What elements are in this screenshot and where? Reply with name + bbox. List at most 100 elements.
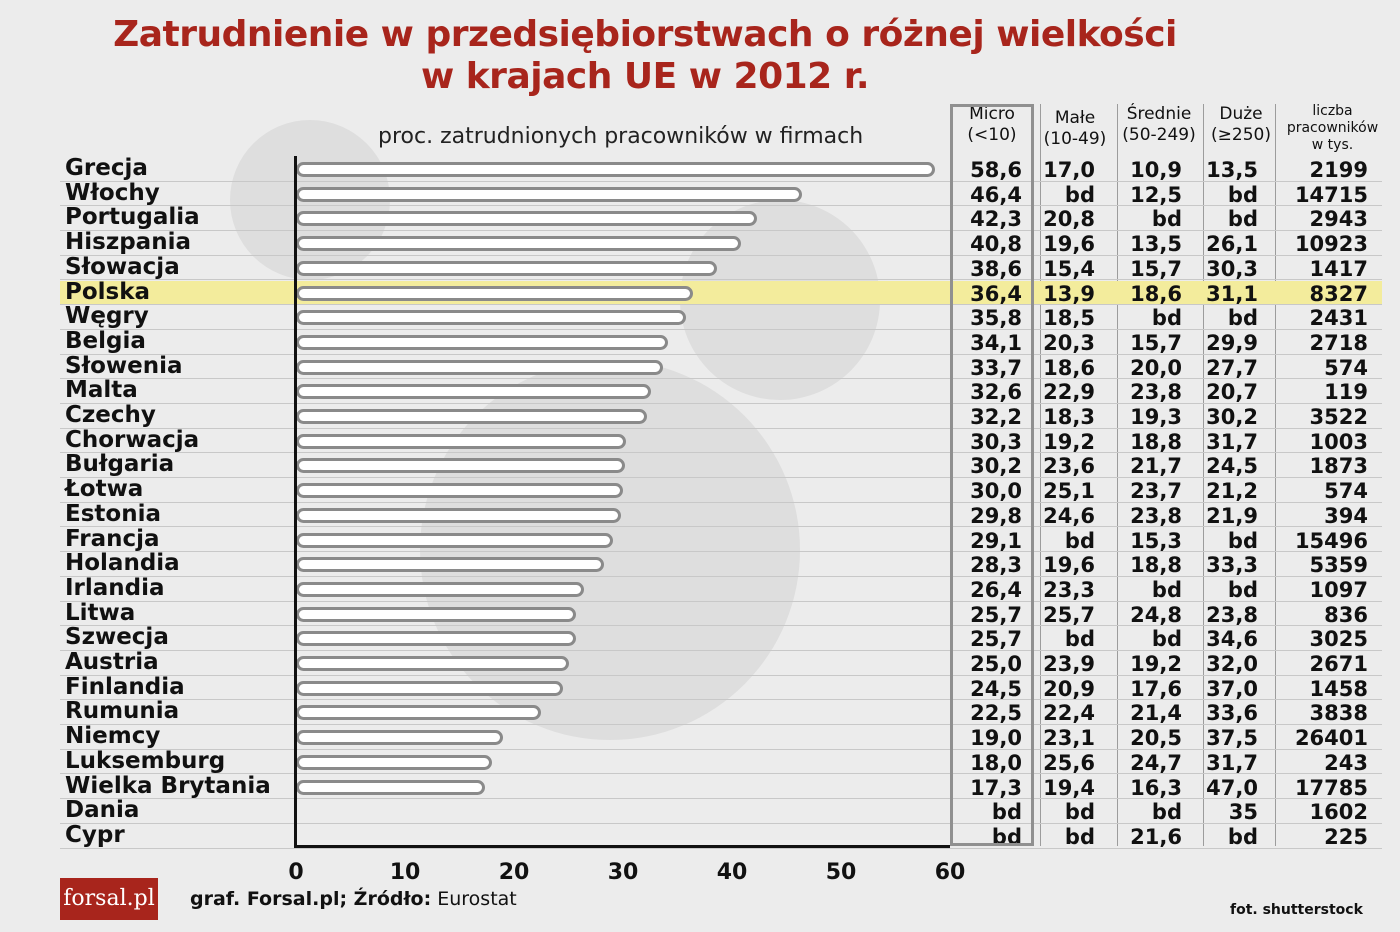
duze-value: 37,0 <box>1206 676 1258 701</box>
header-micro: Micro (<10) <box>967 104 1017 145</box>
liczba-value: 574 <box>1324 479 1368 504</box>
liczba-value: 1458 <box>1309 676 1368 701</box>
male-value: bd <box>1064 824 1095 849</box>
x-tick-label: 0 <box>288 860 304 885</box>
column-divider <box>1040 104 1041 846</box>
micro-value: 46,4 <box>970 182 1022 207</box>
micro-value: 19,0 <box>970 726 1022 751</box>
bar <box>296 334 668 350</box>
micro-value: 30,3 <box>970 429 1022 454</box>
country-label: Estonia <box>65 500 161 527</box>
country-label: Malta <box>65 377 138 404</box>
male-value: 18,6 <box>1043 355 1095 380</box>
bar <box>296 631 577 647</box>
micro-value: 42,3 <box>970 207 1022 232</box>
micro-value: 38,6 <box>970 256 1022 281</box>
duze-value: 21,9 <box>1206 503 1258 528</box>
country-label: Hiszpania <box>65 229 191 256</box>
x-tick-label: 40 <box>716 860 748 885</box>
srednie-value: 19,2 <box>1130 652 1182 676</box>
micro-value: 28,3 <box>970 553 1022 578</box>
micro-value: 35,8 <box>970 306 1022 331</box>
micro-value: 24,5 <box>970 676 1022 701</box>
srednie-value: 21,4 <box>1130 701 1182 726</box>
header-male: Małe (10-49) <box>1043 108 1107 149</box>
srednie-value: 18,8 <box>1130 429 1182 454</box>
bar <box>296 779 485 795</box>
bar <box>296 581 584 597</box>
country-label: Wielka Brytania <box>65 772 271 799</box>
male-value: 13,9 <box>1043 281 1095 306</box>
male-value: 22,9 <box>1043 380 1095 405</box>
liczba-value: 1873 <box>1309 454 1368 479</box>
forsal-logo[interactable]: forsal.pl <box>60 878 158 920</box>
table-row: Łotwa 30,0 25,1 23,7 21,2 574 <box>60 476 1382 504</box>
bar <box>296 730 504 746</box>
liczba-value: 119 <box>1324 380 1368 405</box>
male-value: 19,4 <box>1043 775 1095 800</box>
header-srednie: Średnie (50-249) <box>1122 104 1196 145</box>
table-row: Polska 36,4 13,9 18,6 31,1 8327 <box>60 278 1382 306</box>
male-value: bd <box>1064 800 1095 825</box>
bar <box>296 483 623 499</box>
country-label: Polska <box>65 278 151 305</box>
srednie-value: bd <box>1151 577 1182 602</box>
header-duze: Duże (≥250) <box>1211 104 1271 145</box>
country-label: Włochy <box>65 179 160 206</box>
liczba-value: 1602 <box>1309 800 1368 825</box>
bar <box>296 433 627 449</box>
table-row: Słowacja 38,6 15,4 15,7 30,3 1417 <box>60 254 1382 281</box>
duze-value: 31,7 <box>1206 429 1258 454</box>
srednie-value: 19,3 <box>1130 405 1182 429</box>
male-value: 19,2 <box>1043 429 1095 454</box>
micro-value: 40,8 <box>970 232 1022 257</box>
country-label: Słowenia <box>65 352 183 379</box>
table-row: Dania bd bd bd 35 1602 <box>60 797 1382 825</box>
liczba-value: 225 <box>1324 824 1368 849</box>
duze-value: bd <box>1227 207 1258 232</box>
srednie-value: 23,7 <box>1130 479 1182 504</box>
srednie-value: 15,7 <box>1130 256 1182 281</box>
country-label: Cypr <box>65 821 125 848</box>
micro-value: 30,2 <box>970 454 1022 479</box>
male-value: 20,3 <box>1043 330 1095 355</box>
bar <box>296 705 542 721</box>
bar <box>296 532 614 548</box>
male-value: 25,7 <box>1043 602 1095 627</box>
liczba-value: 836 <box>1324 602 1368 627</box>
male-value: 22,4 <box>1043 701 1095 726</box>
table-row: Litwa 25,7 25,7 24,8 23,8 836 <box>60 599 1382 627</box>
duze-value: 20,7 <box>1206 380 1258 405</box>
bar <box>296 260 717 276</box>
bar <box>296 310 687 326</box>
duze-value: bd <box>1227 824 1258 849</box>
bar <box>296 236 741 252</box>
duze-value: 31,1 <box>1206 281 1258 306</box>
x-tick-label: 60 <box>934 860 966 885</box>
country-label: Litwa <box>65 599 136 626</box>
duze-value: bd <box>1227 306 1258 331</box>
micro-value: 22,5 <box>970 701 1022 726</box>
micro-value: 36,4 <box>970 281 1022 306</box>
srednie-value: 21,7 <box>1130 454 1182 479</box>
liczba-value: 2431 <box>1309 306 1368 331</box>
duze-value: 21,2 <box>1206 479 1258 504</box>
srednie-value: bd <box>1151 627 1182 652</box>
srednie-value: 20,5 <box>1130 726 1182 751</box>
duze-value: 33,6 <box>1206 701 1258 726</box>
duze-value: 35 <box>1228 800 1258 825</box>
country-label: Dania <box>65 797 140 824</box>
country-label: Rumunia <box>65 698 180 725</box>
country-label: Finlandia <box>65 673 185 700</box>
srednie-value: bd <box>1151 800 1182 825</box>
duze-value: 47,0 <box>1206 775 1258 800</box>
micro-value: 29,1 <box>970 528 1022 553</box>
micro-value: 26,4 <box>970 577 1022 602</box>
bar <box>296 656 569 671</box>
duze-value: 34,6 <box>1206 627 1258 652</box>
table-row: Portugalia 42,3 20,8 bd bd 2943 <box>60 204 1382 232</box>
chart-title: Zatrudnienie w przedsiębiorstwach o różn… <box>0 14 1290 98</box>
liczba-value: 2671 <box>1309 652 1368 676</box>
table-row: Francja 29,1 bd 15,3 bd 15496 <box>60 526 1382 553</box>
bar <box>296 458 626 474</box>
